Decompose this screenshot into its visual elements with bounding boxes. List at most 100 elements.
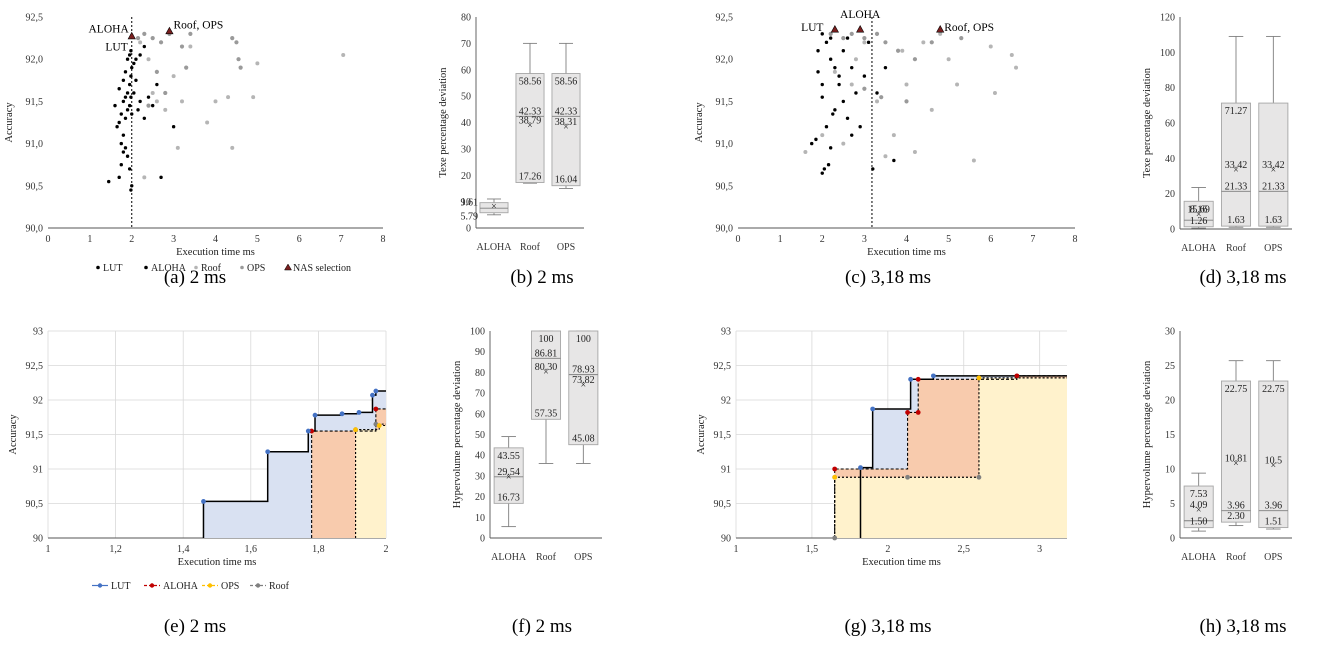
category-label: Roof [1226,552,1247,563]
box-value-label: 16.04 [555,175,578,186]
legend-swatch [92,583,108,588]
box-roof: × 71.27 33.42 21.33 1.63 [1220,35,1252,228]
lut-point [123,70,128,74]
ops-point [895,48,901,53]
lut-point [892,158,896,163]
box-body [515,73,545,183]
roof-point [938,31,943,36]
ops-point [883,40,888,45]
y-tick-label: 50 [475,430,485,441]
panel-c: 90,0 90,5 91,0 91,5 92,0 92,5 0 1 2 3 4 5 6 7 8 Executi… [694,9,1078,288]
lut-point [115,125,119,129]
lut-point [125,108,130,112]
y-tick-label: 90 [475,347,485,358]
legend-label: LUT [111,581,130,592]
box-value-label: 5.79 [460,212,478,223]
lut-point [862,74,867,78]
ops-front-line [355,425,386,538]
lut-point [841,49,846,53]
y-tick-label: 92,5 [716,13,734,24]
legend-label: OPS [221,581,239,592]
ops-hypervolume-area [834,377,1067,538]
ops-point [874,31,880,36]
x-tick-label: 6 [988,234,993,245]
y-tick-label: 92 [33,396,43,407]
ops-point [862,36,867,41]
point-annotation: ALOHA [840,9,881,21]
panel-f: 0 10 20 30 40 50 60 70 80 90 100 Hypervolume percen… [452,327,602,637]
box-value-label: 4.09 [1190,500,1208,511]
y-tick-label: 25 [1165,361,1175,372]
roof-point [853,57,858,62]
x-tick-label: 1,8 [312,544,325,555]
lut-point [130,184,134,188]
category-label: ALOHA [1181,552,1217,563]
x-tick-label: 6 [297,234,302,245]
ops-point [862,86,867,91]
y-tick-label: 10 [1165,465,1175,476]
category-label: ALOHA [477,242,513,253]
lut-point [833,65,837,70]
y-tick-label: 80 [1165,83,1175,94]
x-tick-label: 4 [904,234,909,245]
lut-point [119,163,123,167]
lut-point [858,465,863,471]
mean-marker: × [581,380,587,391]
box-value-label: 2.30 [1227,511,1245,522]
lut-point [845,116,850,120]
panel-caption: (g) 3,18 ms [844,616,931,637]
y-tick-label: 90,5 [26,181,44,192]
roof-point [912,150,917,155]
box-value-label: 10.5 [1265,456,1283,467]
lut-point [814,137,818,142]
panel-b: 0 10 20 30 40 50 60 70 80 Texe percentage deviati… [438,13,584,288]
x-tick-label: 1 [778,234,783,245]
box-value-label: 22.75 [1225,384,1248,395]
box-value-label: 1.63 [1227,215,1245,226]
box-aloha: × 7.534.09 1.50 [1183,472,1214,532]
roof-point [142,175,147,180]
lut-point [159,175,163,180]
legend-label: ALOHA [163,581,199,592]
roof-point [820,133,825,138]
y-tick-label: 120 [1160,13,1175,24]
roof-point [163,107,168,112]
lut-point [121,133,126,137]
box-value-label: 1.51 [1265,517,1283,528]
roof-point [146,57,151,62]
point-annotation: Roof, OPS [173,19,223,31]
x-tick-label: 2 [384,544,389,555]
lut-point [117,87,121,91]
roof-point [213,99,218,104]
legend-swatch [194,265,198,270]
ops-point [230,36,235,41]
category-label: OPS [574,552,592,563]
box-value-label: 21.33 [1225,181,1248,192]
lut-point [824,125,829,129]
lut-point [117,120,121,125]
mean-marker: × [1196,505,1202,516]
y-tick-label: 20 [1165,189,1175,200]
lut-point [138,99,142,104]
point-annotation: LUT [105,42,127,54]
y-tick-label: 15 [1165,430,1175,441]
roof-point [946,57,951,62]
box-body [1183,200,1214,228]
lut-point [123,146,128,150]
box-value-label: 1.63 [1265,215,1283,226]
ops-point [154,69,159,74]
nas-selection-marker [856,25,865,33]
ops-point [904,99,909,104]
y-tick-label: 91,0 [716,139,734,150]
box-value-label: 42.33 [519,106,542,117]
lut-point [113,103,117,108]
y-tick-label: 100 [470,327,485,338]
y-tick-label: 93 [721,327,731,338]
category-label: Roof [520,242,541,253]
point-annotation: ALOHA [89,24,130,36]
y-tick-label: 10 [475,513,485,524]
box-aloha: ×15.698.161.26 [1183,187,1214,229]
box-body [1220,380,1252,523]
y-tick-label: 20 [1165,396,1175,407]
